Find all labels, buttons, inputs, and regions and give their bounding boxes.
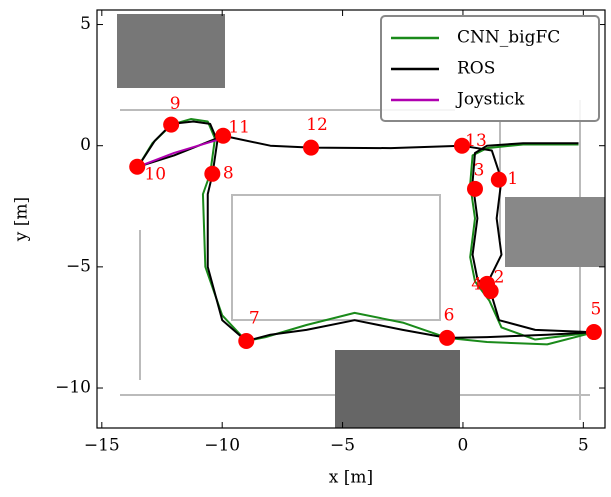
waypoint: [303, 140, 319, 156]
y-tick-label: −5: [66, 256, 91, 276]
waypoint-label: 12: [306, 115, 328, 135]
x-tick-label: −5: [330, 436, 355, 456]
inset-photo: [335, 350, 460, 428]
waypoint: [491, 172, 507, 188]
waypoint-label: 10: [144, 164, 166, 184]
waypoint: [129, 159, 145, 175]
waypoint: [238, 333, 254, 349]
waypoint: [586, 324, 602, 340]
x-axis-label: x [m]: [329, 468, 373, 488]
waypoint-label: 7: [249, 309, 260, 329]
waypoint-label: 2: [494, 267, 505, 287]
y-tick-label: −10: [55, 378, 91, 398]
waypoint-label: 9: [170, 94, 181, 114]
waypoint-label: 6: [444, 305, 455, 325]
x-tick-label: −10: [204, 436, 240, 456]
waypoint: [163, 117, 179, 133]
waypoint-label: 11: [228, 117, 250, 137]
y-axis-label: y [m]: [12, 197, 32, 242]
chart: x [m] y [m] −15−10−505−10−50512345678910…: [0, 0, 611, 493]
waypoint-label: 8: [223, 163, 234, 183]
waypoint-label: 3: [474, 160, 485, 180]
waypoint: [204, 166, 220, 182]
waypoint-label: 5: [591, 300, 602, 320]
inset-photo: [505, 197, 605, 267]
x-tick-label: 5: [578, 436, 589, 456]
waypoint-label: 13: [465, 131, 487, 151]
x-tick-label: −15: [84, 436, 120, 456]
waypoint-label: 1: [507, 169, 518, 189]
legend-label: Joystick: [455, 90, 525, 110]
legend-label: CNN_bigFC: [457, 28, 560, 48]
x-tick-label: 0: [458, 436, 469, 456]
legend-label: ROS: [457, 59, 495, 79]
y-tick-label: 5: [80, 14, 91, 34]
waypoint-label: 4: [471, 275, 482, 295]
inset-photo: [117, 14, 225, 88]
waypoint: [439, 330, 455, 346]
waypoint: [483, 283, 499, 299]
waypoint: [467, 181, 483, 197]
y-tick-label: 0: [80, 135, 91, 155]
